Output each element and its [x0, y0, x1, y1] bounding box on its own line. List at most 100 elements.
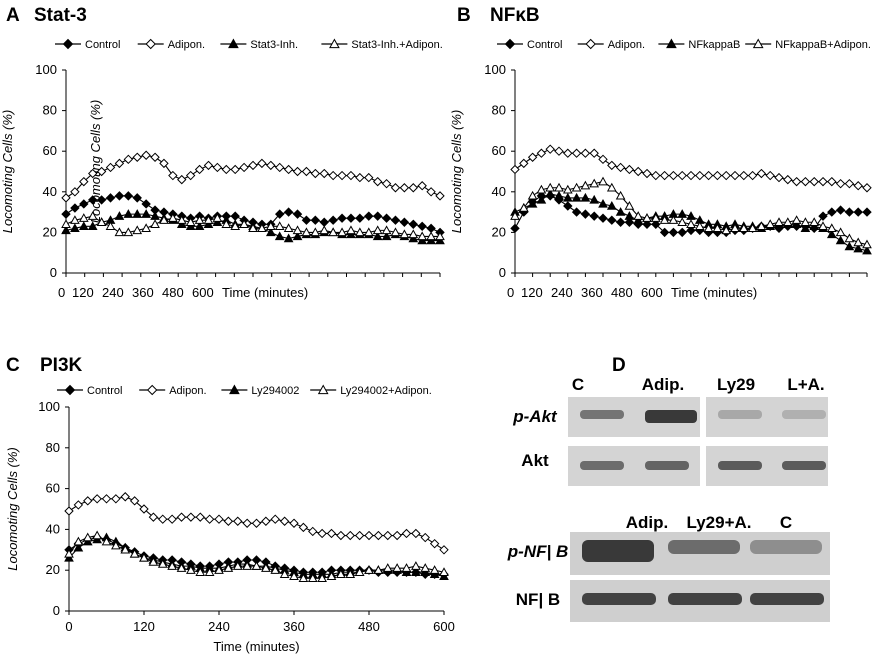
blot-band [645, 410, 697, 423]
data-point [426, 223, 436, 234]
y-tick-label: 20 [46, 562, 60, 577]
data-point [61, 193, 71, 203]
data-point [92, 530, 102, 540]
data-point [70, 203, 80, 213]
data-point [364, 530, 374, 541]
data-point [242, 561, 252, 570]
data-point [536, 194, 547, 204]
data-point [364, 565, 374, 574]
data-point [809, 176, 819, 187]
data-point [862, 245, 872, 255]
data-point [141, 199, 151, 209]
data-point [712, 170, 723, 181]
data-point [686, 225, 696, 236]
data-point [283, 223, 294, 233]
data-point [791, 176, 802, 187]
data-point [527, 152, 538, 162]
data-point [730, 170, 740, 181]
data-point [392, 563, 402, 572]
x-tick-label: 360 [581, 285, 603, 300]
data-point [373, 530, 384, 541]
data-point [417, 231, 428, 241]
data-point [571, 182, 582, 192]
legend-label: Adipon. [168, 39, 205, 51]
data-point [328, 215, 338, 225]
data-point [283, 164, 294, 175]
data-point [270, 565, 281, 574]
x-tick-label: 600 [192, 285, 214, 300]
data-point [703, 223, 714, 233]
legend-label: Ly294002+Adipon. [340, 385, 432, 397]
data-point [844, 207, 855, 217]
blot-row-label: NF| B [516, 590, 560, 609]
data-point [372, 225, 383, 235]
data-point [257, 158, 267, 169]
data-point [844, 233, 855, 243]
data-point [677, 227, 687, 238]
data-point [148, 512, 159, 522]
data-point [381, 178, 392, 189]
data-point [194, 164, 205, 175]
data-point [633, 166, 643, 177]
blot-header: C [780, 513, 792, 532]
data-point [659, 227, 670, 238]
data-point [105, 193, 116, 203]
data-point [354, 567, 365, 576]
data-point [168, 213, 178, 222]
data-point [251, 518, 262, 528]
data-point [651, 219, 661, 229]
data-point [373, 565, 384, 574]
data-point [159, 158, 169, 169]
blot-header: C [572, 375, 584, 394]
data-point [73, 536, 84, 546]
data-point [265, 221, 276, 231]
blot-band [718, 410, 762, 419]
data-point [275, 162, 285, 173]
data-point [326, 571, 337, 581]
data-point [364, 211, 374, 221]
data-point [694, 221, 705, 231]
data-point [61, 209, 71, 219]
data-point [266, 160, 276, 171]
data-point [818, 211, 828, 221]
legend-label: Stat3-Inh. [250, 39, 298, 51]
data-point [408, 229, 419, 239]
data-point [279, 516, 290, 526]
data-point [139, 504, 149, 514]
data-point [310, 215, 321, 225]
data-point [194, 215, 205, 224]
data-point [818, 176, 828, 187]
data-point [96, 217, 107, 226]
data-point [862, 239, 872, 249]
data-point [580, 180, 591, 190]
data-point [598, 198, 608, 208]
legend-marker [62, 38, 74, 50]
data-point [615, 217, 626, 227]
legend-marker [752, 38, 764, 49]
data-point [279, 569, 290, 578]
data-point [185, 170, 196, 181]
data-point [345, 569, 356, 578]
blot-row-label: p-NF| B [507, 542, 568, 561]
data-point [774, 217, 784, 226]
data-point [214, 565, 224, 574]
data-point [82, 532, 93, 542]
data-point [129, 496, 140, 506]
x-tick-label: 0 [58, 285, 65, 300]
data-point [818, 221, 828, 231]
data-point [261, 516, 271, 526]
data-point [633, 211, 644, 220]
data-point [328, 227, 338, 237]
data-point [571, 192, 582, 202]
data-point [148, 557, 159, 566]
data-point [518, 203, 529, 212]
data-point [712, 223, 723, 233]
data-point [844, 178, 855, 189]
data-point [554, 190, 564, 200]
data-point [141, 223, 151, 233]
y-tick-label: 40 [43, 184, 57, 199]
data-point [562, 184, 573, 194]
legend-label: Control [527, 39, 562, 51]
data-point [738, 223, 749, 233]
